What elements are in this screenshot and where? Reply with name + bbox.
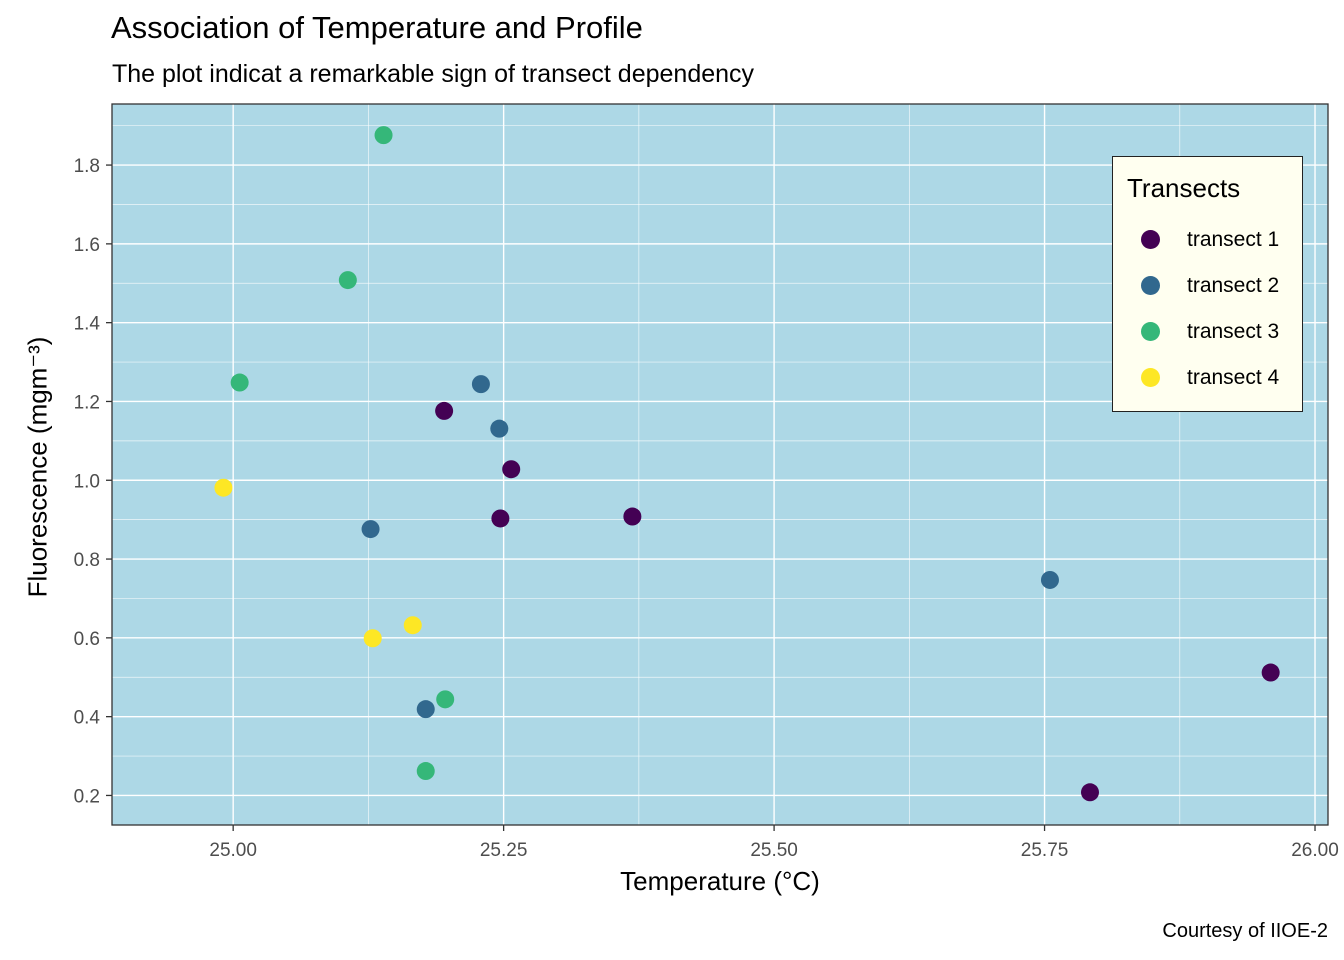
chart-subtitle: The plot indicat a remarkable sign of tr… (112, 60, 755, 88)
legend-title: Transects (1127, 173, 1241, 203)
legend-swatch-transect-2 (1141, 276, 1160, 295)
data-point-transect-1 (623, 507, 642, 526)
data-point-transect-4 (403, 616, 422, 635)
y-tick-label: 1.0 (74, 471, 100, 492)
legend-swatch-transect-1 (1141, 230, 1160, 249)
y-tick-label: 1.4 (74, 314, 101, 335)
data-point-transect-3 (338, 271, 357, 290)
data-point-transect-2 (471, 375, 490, 394)
legend-label: transect 4 (1187, 366, 1280, 389)
y-tick-label: 0.2 (74, 786, 100, 807)
data-point-transect-3 (436, 690, 455, 709)
x-axis-label: Temperature (°C) (620, 866, 820, 896)
y-tick-label: 1.8 (74, 156, 100, 177)
data-point-transect-3 (416, 762, 435, 781)
x-tick-label: 25.25 (480, 840, 528, 861)
legend-item-transect-2: transect 2 (1113, 271, 1303, 301)
data-point-transect-2 (1040, 570, 1059, 589)
data-point-transect-2 (416, 700, 435, 719)
y-tick-label: 0.4 (74, 708, 101, 729)
data-point-transect-3 (230, 373, 249, 392)
major-gridlines (112, 104, 1328, 825)
data-point-transect-3 (374, 126, 393, 145)
legend-swatch-transect-3 (1141, 322, 1160, 341)
data-point-transect-4 (214, 478, 233, 497)
y-axis: 0.2 0.4 0.6 0.8 1.0 1.2 1.4 1.6 1.8 (74, 156, 112, 807)
y-tick-label: 0.6 (74, 629, 100, 650)
legend-item-transect-3: transect 3 (1113, 317, 1303, 347)
x-tick-label: 25.75 (1021, 840, 1069, 861)
data-points (214, 126, 1280, 802)
y-tick-label: 1.2 (74, 392, 100, 413)
caption: Courtesy of IIOE-2 (1162, 920, 1328, 942)
y-axis-label: Fluorescence (mgm⁻³) (22, 336, 53, 598)
panel-border (111, 103, 1329, 826)
data-point-transect-1 (435, 401, 454, 420)
legend-item-transect-1: transect 1 (1113, 225, 1303, 255)
data-point-transect-1 (1261, 663, 1280, 682)
minor-gridlines (112, 104, 1328, 825)
legend-label: transect 3 (1187, 320, 1280, 343)
data-point-transect-4 (363, 629, 382, 648)
x-tick-label: 26.00 (1291, 840, 1339, 861)
data-point-transect-1 (1080, 783, 1099, 802)
legend-item-transect-4: transect 4 (1113, 363, 1303, 393)
y-tick-label: 1.6 (74, 235, 100, 256)
chart-title: Association of Temperature and Profile (111, 10, 643, 45)
data-point-transect-1 (491, 509, 510, 528)
legend-label: transect 1 (1187, 228, 1280, 251)
y-tick-label: 0.8 (74, 550, 100, 571)
legend: Transects transect 1 transect 2 transect… (1112, 156, 1303, 412)
data-point-transect-1 (502, 460, 521, 479)
x-tick-label: 25.00 (209, 840, 257, 861)
data-point-transect-2 (361, 520, 380, 539)
x-tick-label: 25.50 (750, 840, 798, 861)
legend-label: transect 2 (1187, 274, 1280, 297)
data-point-transect-2 (490, 419, 509, 438)
legend-swatch-transect-4 (1141, 368, 1160, 387)
x-axis: 25.00 25.25 25.50 25.75 26.00 (209, 825, 1339, 861)
